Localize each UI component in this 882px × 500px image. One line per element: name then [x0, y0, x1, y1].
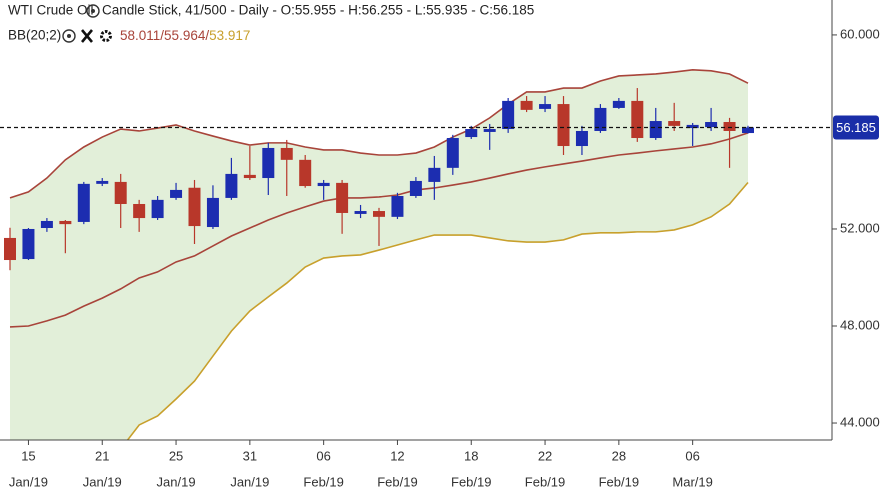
candle-body: [170, 189, 183, 198]
subtitle: Candle Stick, 41/500 - Daily - O:55.955 …: [102, 3, 534, 18]
band-middle: [9, 132, 749, 328]
x-tick-label: Feb/19: [303, 474, 343, 489]
header: WTI Crude Oil Candle Stick, 41/500 - Dai…: [8, 3, 534, 43]
candle-body: [631, 100, 644, 139]
y-tick-label: 48.000: [840, 317, 880, 332]
candle-body: [483, 129, 496, 132]
candle-body: [354, 211, 367, 214]
candle-body: [114, 181, 127, 204]
x-tick-label: Mar/19: [672, 474, 712, 489]
candle-body: [59, 220, 72, 225]
y-tick-label: 44.000: [840, 414, 880, 429]
x-tick-label: 12: [390, 448, 404, 463]
candle-body: [705, 122, 718, 128]
indicator-value: 53.917: [209, 28, 250, 43]
candle-body: [22, 228, 35, 260]
x-tick-label: 22: [538, 448, 552, 463]
x-tick-label: Feb/19: [525, 474, 565, 489]
candle-body: [428, 167, 441, 182]
candle-body: [336, 182, 349, 213]
indicator-name: BB(20;2): [8, 28, 61, 43]
candle-body: [4, 237, 16, 261]
x-tick-label: 31: [243, 448, 257, 463]
indicator-value: 55.964/: [164, 28, 209, 43]
candle-body: [575, 130, 588, 147]
candle-body: [742, 127, 754, 134]
candle-body: [723, 122, 736, 131]
candle-body: [502, 100, 515, 130]
indicator-value: 58.011/: [120, 28, 164, 43]
candle-body: [96, 180, 109, 184]
candle-body: [520, 100, 533, 110]
candle-body: [465, 129, 478, 138]
candle-body: [280, 147, 293, 160]
y-tick-label: 52.000: [840, 220, 880, 235]
candle-body: [225, 173, 238, 198]
candle-body: [206, 197, 219, 228]
candle-body: [557, 104, 570, 147]
candle-body: [649, 121, 662, 139]
candle-body: [151, 199, 164, 219]
candle-body: [77, 183, 90, 222]
x-tick-label: Jan/19: [83, 474, 122, 489]
candle-body: [391, 195, 404, 217]
x-tick-label: Feb/19: [451, 474, 491, 489]
x-tick-label: 18: [464, 448, 478, 463]
close-icon[interactable]: [81, 29, 93, 43]
x-tick-label: Jan/19: [9, 474, 48, 489]
candle-body: [373, 211, 385, 217]
x-tick-label: 21: [95, 448, 109, 463]
settings-icon[interactable]: [100, 30, 112, 42]
band-fill: [10, 69, 748, 440]
candle-body: [299, 159, 312, 187]
x-tick-label: Feb/19: [377, 474, 417, 489]
band-upper: [9, 69, 749, 199]
candle-body: [40, 220, 53, 229]
candle-body: [446, 138, 459, 168]
title: WTI Crude Oil: [8, 3, 94, 18]
x-tick-label: 06: [685, 448, 699, 463]
x-tick-label: Jan/19: [230, 474, 269, 489]
x-tick-label: 28: [612, 448, 626, 463]
candle-body: [317, 182, 330, 187]
candle-body: [686, 124, 699, 129]
plot-area: [4, 69, 754, 440]
candle-body: [594, 107, 607, 131]
last-price-tag-bg: [833, 115, 879, 140]
candle-body: [668, 121, 681, 126]
x-tick-label: 15: [21, 448, 35, 463]
x-tick-label: Feb/19: [599, 474, 639, 489]
candle-body: [409, 180, 422, 196]
y-tick-label: 60.000: [840, 26, 880, 41]
eye-icon[interactable]: [86, 4, 100, 18]
candle-body: [188, 187, 201, 227]
candle-body: [243, 174, 256, 179]
x-tick-label: 25: [169, 448, 183, 463]
indicator-values: 58.011/55.964/53.917: [120, 28, 250, 43]
last-price-tag: 56.185: [836, 120, 876, 135]
candle-body: [262, 147, 275, 179]
candle-body: [133, 203, 146, 219]
x-tick-label: Jan/19: [157, 474, 196, 489]
band-lower: [126, 181, 749, 440]
candle-body: [612, 100, 625, 108]
x-tick-label: 06: [316, 448, 330, 463]
eye-icon[interactable]: [62, 29, 76, 43]
candle-body: [539, 104, 552, 109]
